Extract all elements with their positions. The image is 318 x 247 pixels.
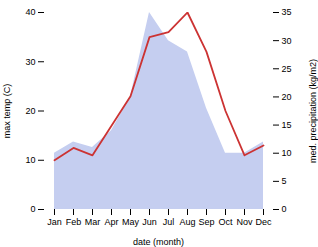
svg-text:May: May xyxy=(122,217,140,227)
svg-text:0: 0 xyxy=(282,204,287,214)
svg-text:Jun: Jun xyxy=(142,217,157,227)
svg-text:5: 5 xyxy=(282,176,287,186)
svg-text:Nov: Nov xyxy=(236,217,253,227)
svg-text:Jul: Jul xyxy=(163,217,175,227)
svg-text:30: 30 xyxy=(282,36,292,46)
svg-text:35: 35 xyxy=(282,7,292,17)
svg-text:date (month): date (month) xyxy=(133,237,184,247)
svg-text:Dec: Dec xyxy=(255,217,272,227)
svg-text:Jan: Jan xyxy=(47,217,62,227)
svg-text:Oct: Oct xyxy=(218,217,233,227)
svg-text:med. precipitation (kg/m2): med. precipitation (kg/m2) xyxy=(308,59,318,163)
svg-text:Mar: Mar xyxy=(85,217,101,227)
svg-text:Aug: Aug xyxy=(179,217,195,227)
svg-text:20: 20 xyxy=(282,92,292,102)
svg-text:Sep: Sep xyxy=(198,217,214,227)
svg-text:Apr: Apr xyxy=(104,217,118,227)
svg-text:max temp (C): max temp (C) xyxy=(2,84,12,139)
svg-text:40: 40 xyxy=(25,7,35,17)
svg-text:25: 25 xyxy=(282,64,292,74)
svg-text:30: 30 xyxy=(25,57,35,67)
svg-text:Feb: Feb xyxy=(66,217,82,227)
svg-text:0: 0 xyxy=(30,204,35,214)
svg-text:15: 15 xyxy=(282,120,292,130)
svg-text:10: 10 xyxy=(25,155,35,165)
svg-text:20: 20 xyxy=(25,106,35,116)
svg-text:10: 10 xyxy=(282,148,292,158)
